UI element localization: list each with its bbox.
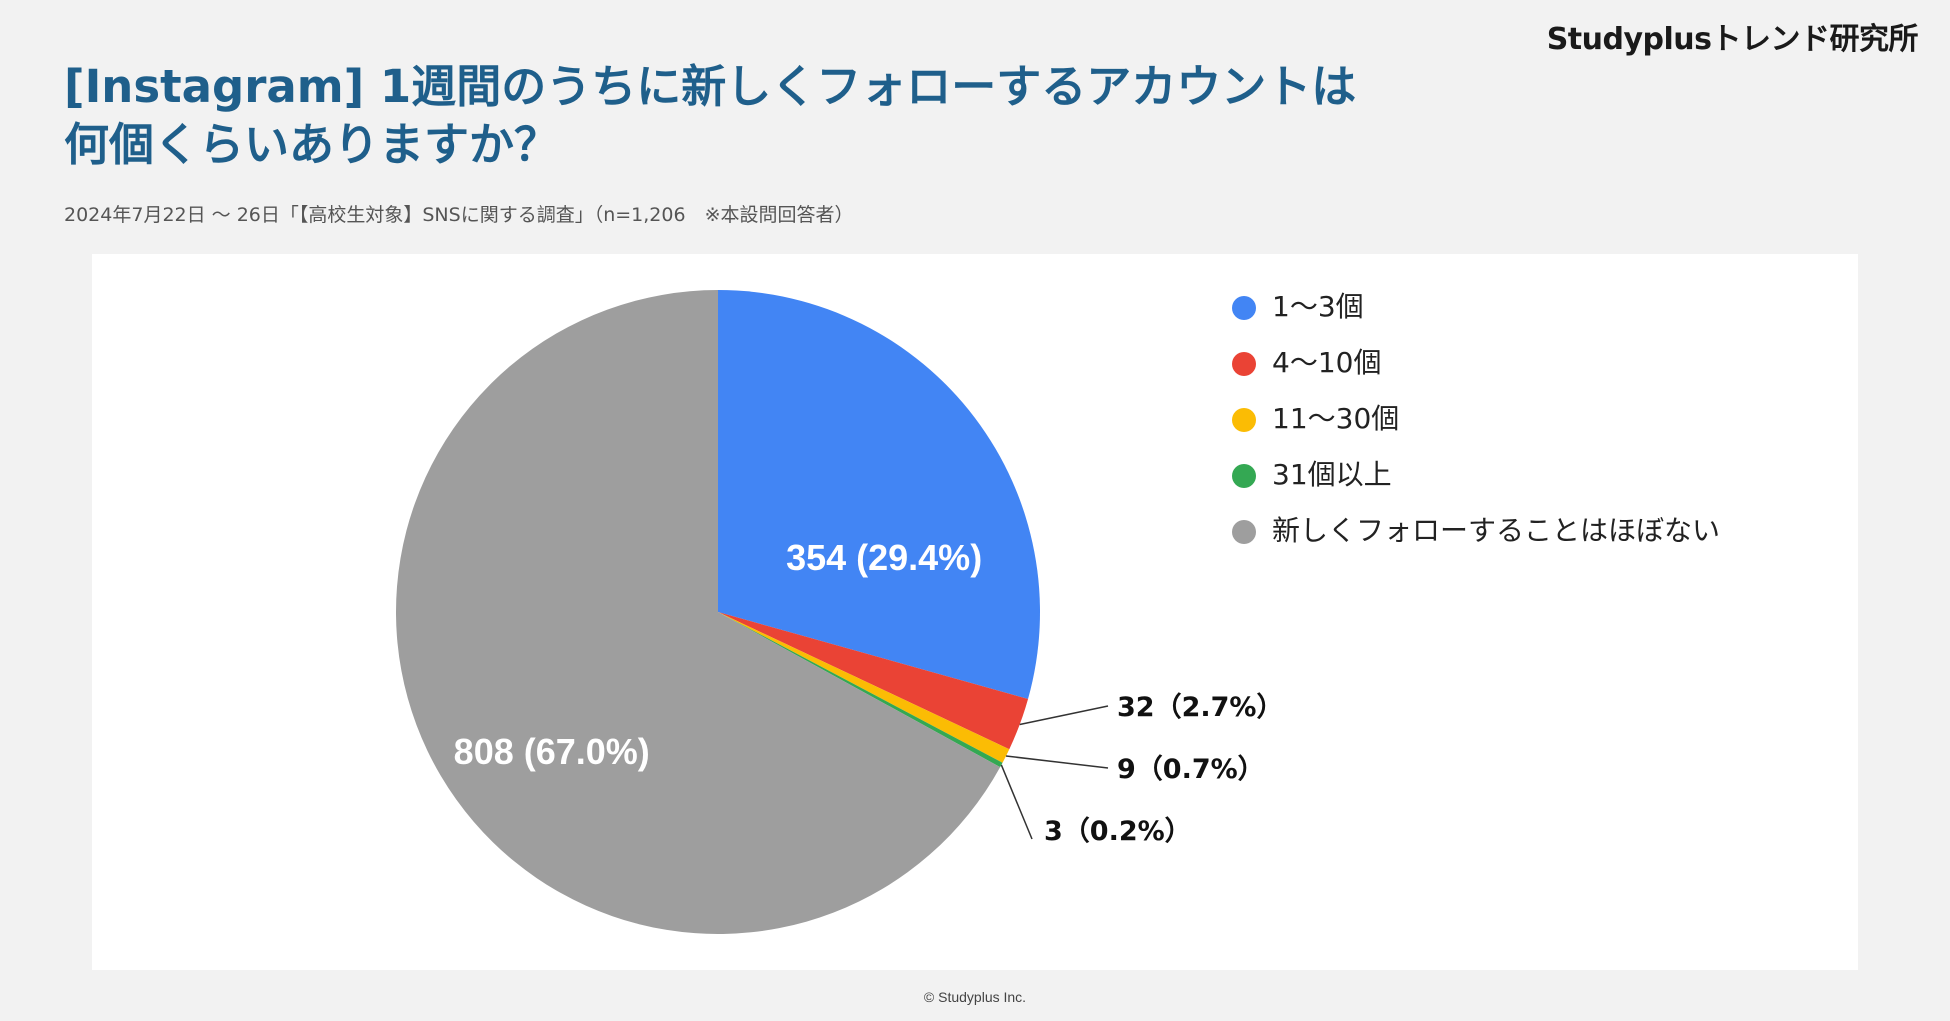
data-label-slice-2: 32（2.7%） [1117,692,1283,723]
data-label-slice-3: 9（0.7%） [1117,754,1265,785]
legend-label-slice-4: 31個以上 [1272,458,1392,491]
leader-line-slice-2 [1019,705,1109,726]
brand-logo: Studyplusトレンド研究所 [1546,22,1919,57]
legend-label-slice-1: 1〜3個 [1272,290,1364,323]
legend-label-slice-5: 新しくフォローすることはほぼない [1272,514,1720,547]
data-labels: 354 (29.4%) 32（2.7%） 9（0.7%） 3（0.2%） 808 (67… [454,537,1284,847]
copyright: © Studyplus Inc. [923,989,1027,1005]
pie-slice-5 [396,290,1001,934]
pie-slice-4 [718,612,1003,768]
pie-slice-3 [718,612,1010,763]
legend-label-slice-2: 4〜10個 [1272,346,1381,379]
chart-panel: 354 (29.4%) 32（2.7%） 9（0.7%） 3（0.2%） 808 (67… [92,254,1858,970]
pie-slice-1 [718,290,1040,699]
data-label-slice-4: 3（0.2%） [1044,816,1192,847]
leader-line-slice-4 [1000,764,1033,840]
page-title-line-2: 何個くらいありますか？ [64,118,560,171]
pie-slices [396,290,1040,934]
data-label-slice-5: 808 (67.0%) [454,731,650,772]
page-title-line-1: [Instagram] 1週間のうちに新しくフォローするアカウントは [64,60,1357,113]
legend-marker-slice-1 [1232,296,1256,320]
legend-marker-slice-4 [1232,464,1256,488]
leader-line-slice-3 [1005,755,1109,769]
legend-marker-slice-3 [1232,408,1256,432]
data-label-slice-1: 354 (29.4%) [786,537,982,578]
pie-slice-2 [718,612,1029,750]
leader-lines [1000,705,1109,840]
survey-subtitle: 2024年7月22日 〜 26日「【高校生対象】SNSに関する調査」（n=1,2… [64,204,854,226]
page-title: [Instagram] 1週間のうちに新しくフォローするアカウントは 何個くらい… [64,58,1504,174]
legend-marker-slice-5 [1232,520,1256,544]
legend-marker-slice-2 [1232,352,1256,376]
legend-label-slice-3: 11〜30個 [1272,402,1399,435]
pie-chart: 354 (29.4%) 32（2.7%） 9（0.7%） 3（0.2%） 808 (67… [396,290,1720,934]
